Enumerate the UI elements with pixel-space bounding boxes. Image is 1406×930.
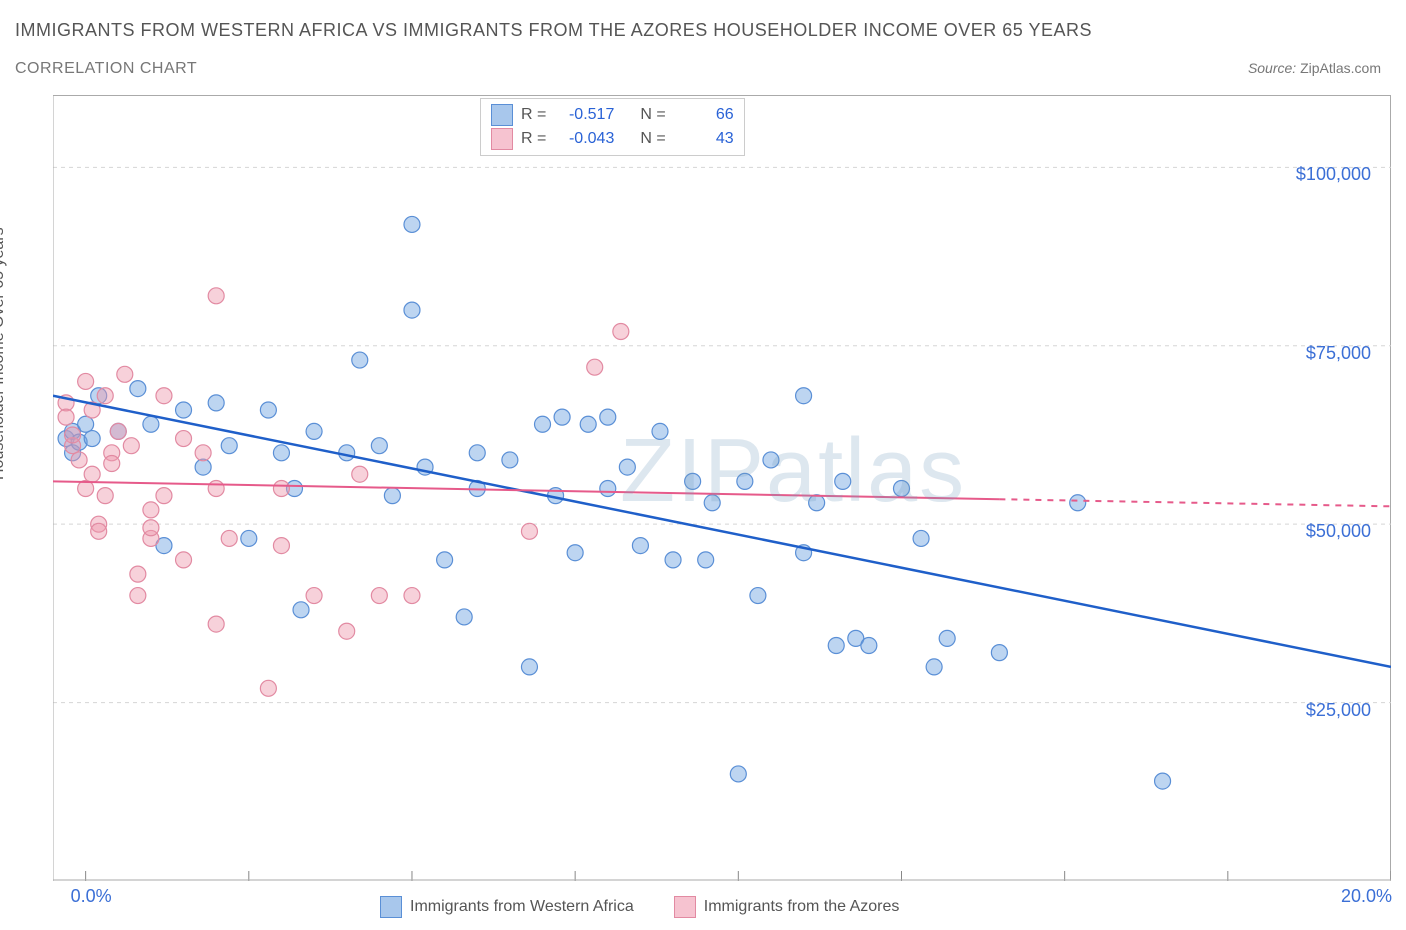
y-tick-label: $75,000 [1306, 343, 1371, 364]
y-tick-label: $25,000 [1306, 700, 1371, 721]
x-tick-label-right: 20.0% [1341, 886, 1392, 907]
y-tick-label: $100,000 [1296, 164, 1371, 185]
legend-r-value-az: -0.043 [554, 130, 614, 148]
legend-item-western-africa: Immigrants from Western Africa [380, 896, 634, 918]
legend-item-azores: Immigrants from the Azores [674, 896, 900, 918]
legend-n-label-2: N = [640, 130, 665, 148]
swatch-western-africa [491, 104, 513, 126]
source-value: ZipAtlas.com [1300, 60, 1381, 76]
y-tick-label: $50,000 [1306, 521, 1371, 542]
legend-n-value-wa: 66 [674, 106, 734, 124]
swatch-azores [491, 128, 513, 150]
legend-r-value-wa: -0.517 [554, 106, 614, 124]
series-name-wa: Immigrants from Western Africa [410, 898, 634, 916]
series-legend: Immigrants from Western Africa Immigrant… [380, 896, 899, 918]
chart-subtitle: CORRELATION CHART [15, 60, 197, 78]
swatch-azores-bottom [674, 896, 696, 918]
correlation-legend: R = -0.517 N = 66 R = -0.043 N = 43 [480, 98, 745, 156]
plot-area [53, 95, 1391, 880]
swatch-western-africa-bottom [380, 896, 402, 918]
legend-r-label-2: R = [521, 130, 546, 148]
chart-title: IMMIGRANTS FROM WESTERN AFRICA VS IMMIGR… [15, 20, 1092, 41]
source-label: Source: [1248, 60, 1296, 76]
legend-r-label: R = [521, 106, 546, 124]
scatter-svg [53, 96, 1391, 881]
legend-n-value-az: 43 [674, 130, 734, 148]
series-name-az: Immigrants from the Azores [704, 898, 900, 916]
chart-container: IMMIGRANTS FROM WESTERN AFRICA VS IMMIGR… [0, 0, 1406, 930]
legend-row-azores: R = -0.043 N = 43 [491, 127, 734, 151]
legend-row-western-africa: R = -0.517 N = 66 [491, 103, 734, 127]
source-attribution: Source: ZipAtlas.com [1248, 60, 1381, 76]
x-tick-label-left: 0.0% [71, 886, 112, 907]
legend-n-label: N = [640, 106, 665, 124]
y-axis-label: Householder Income Over 65 years [0, 227, 8, 480]
